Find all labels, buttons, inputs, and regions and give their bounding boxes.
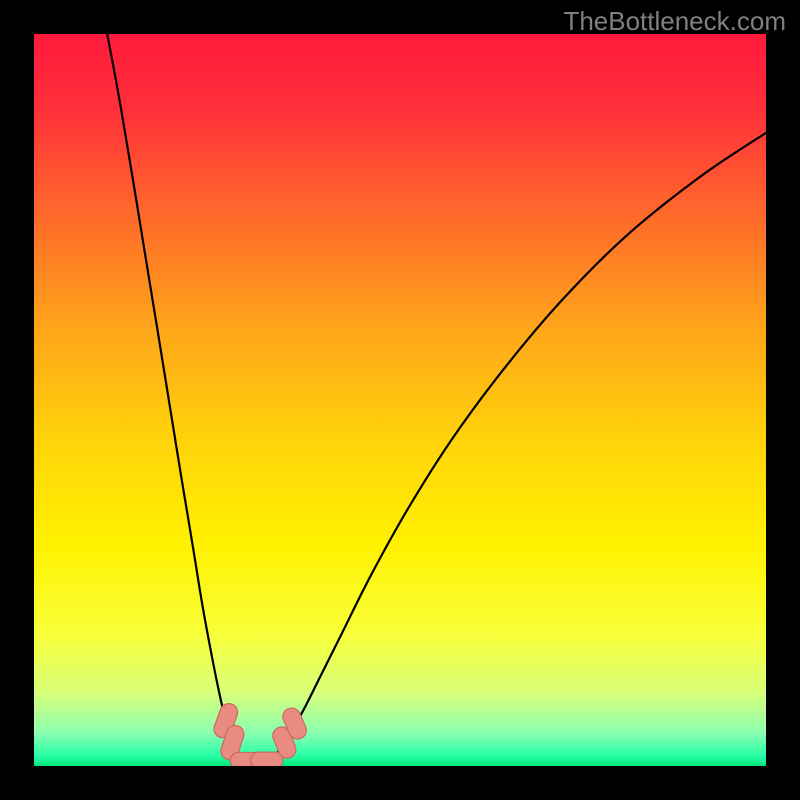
bottleneck-curve-chart xyxy=(34,34,766,766)
gradient-background xyxy=(34,34,766,766)
plot-area xyxy=(34,34,766,766)
watermark-text: TheBottleneck.com xyxy=(563,6,786,37)
data-marker xyxy=(251,752,283,766)
